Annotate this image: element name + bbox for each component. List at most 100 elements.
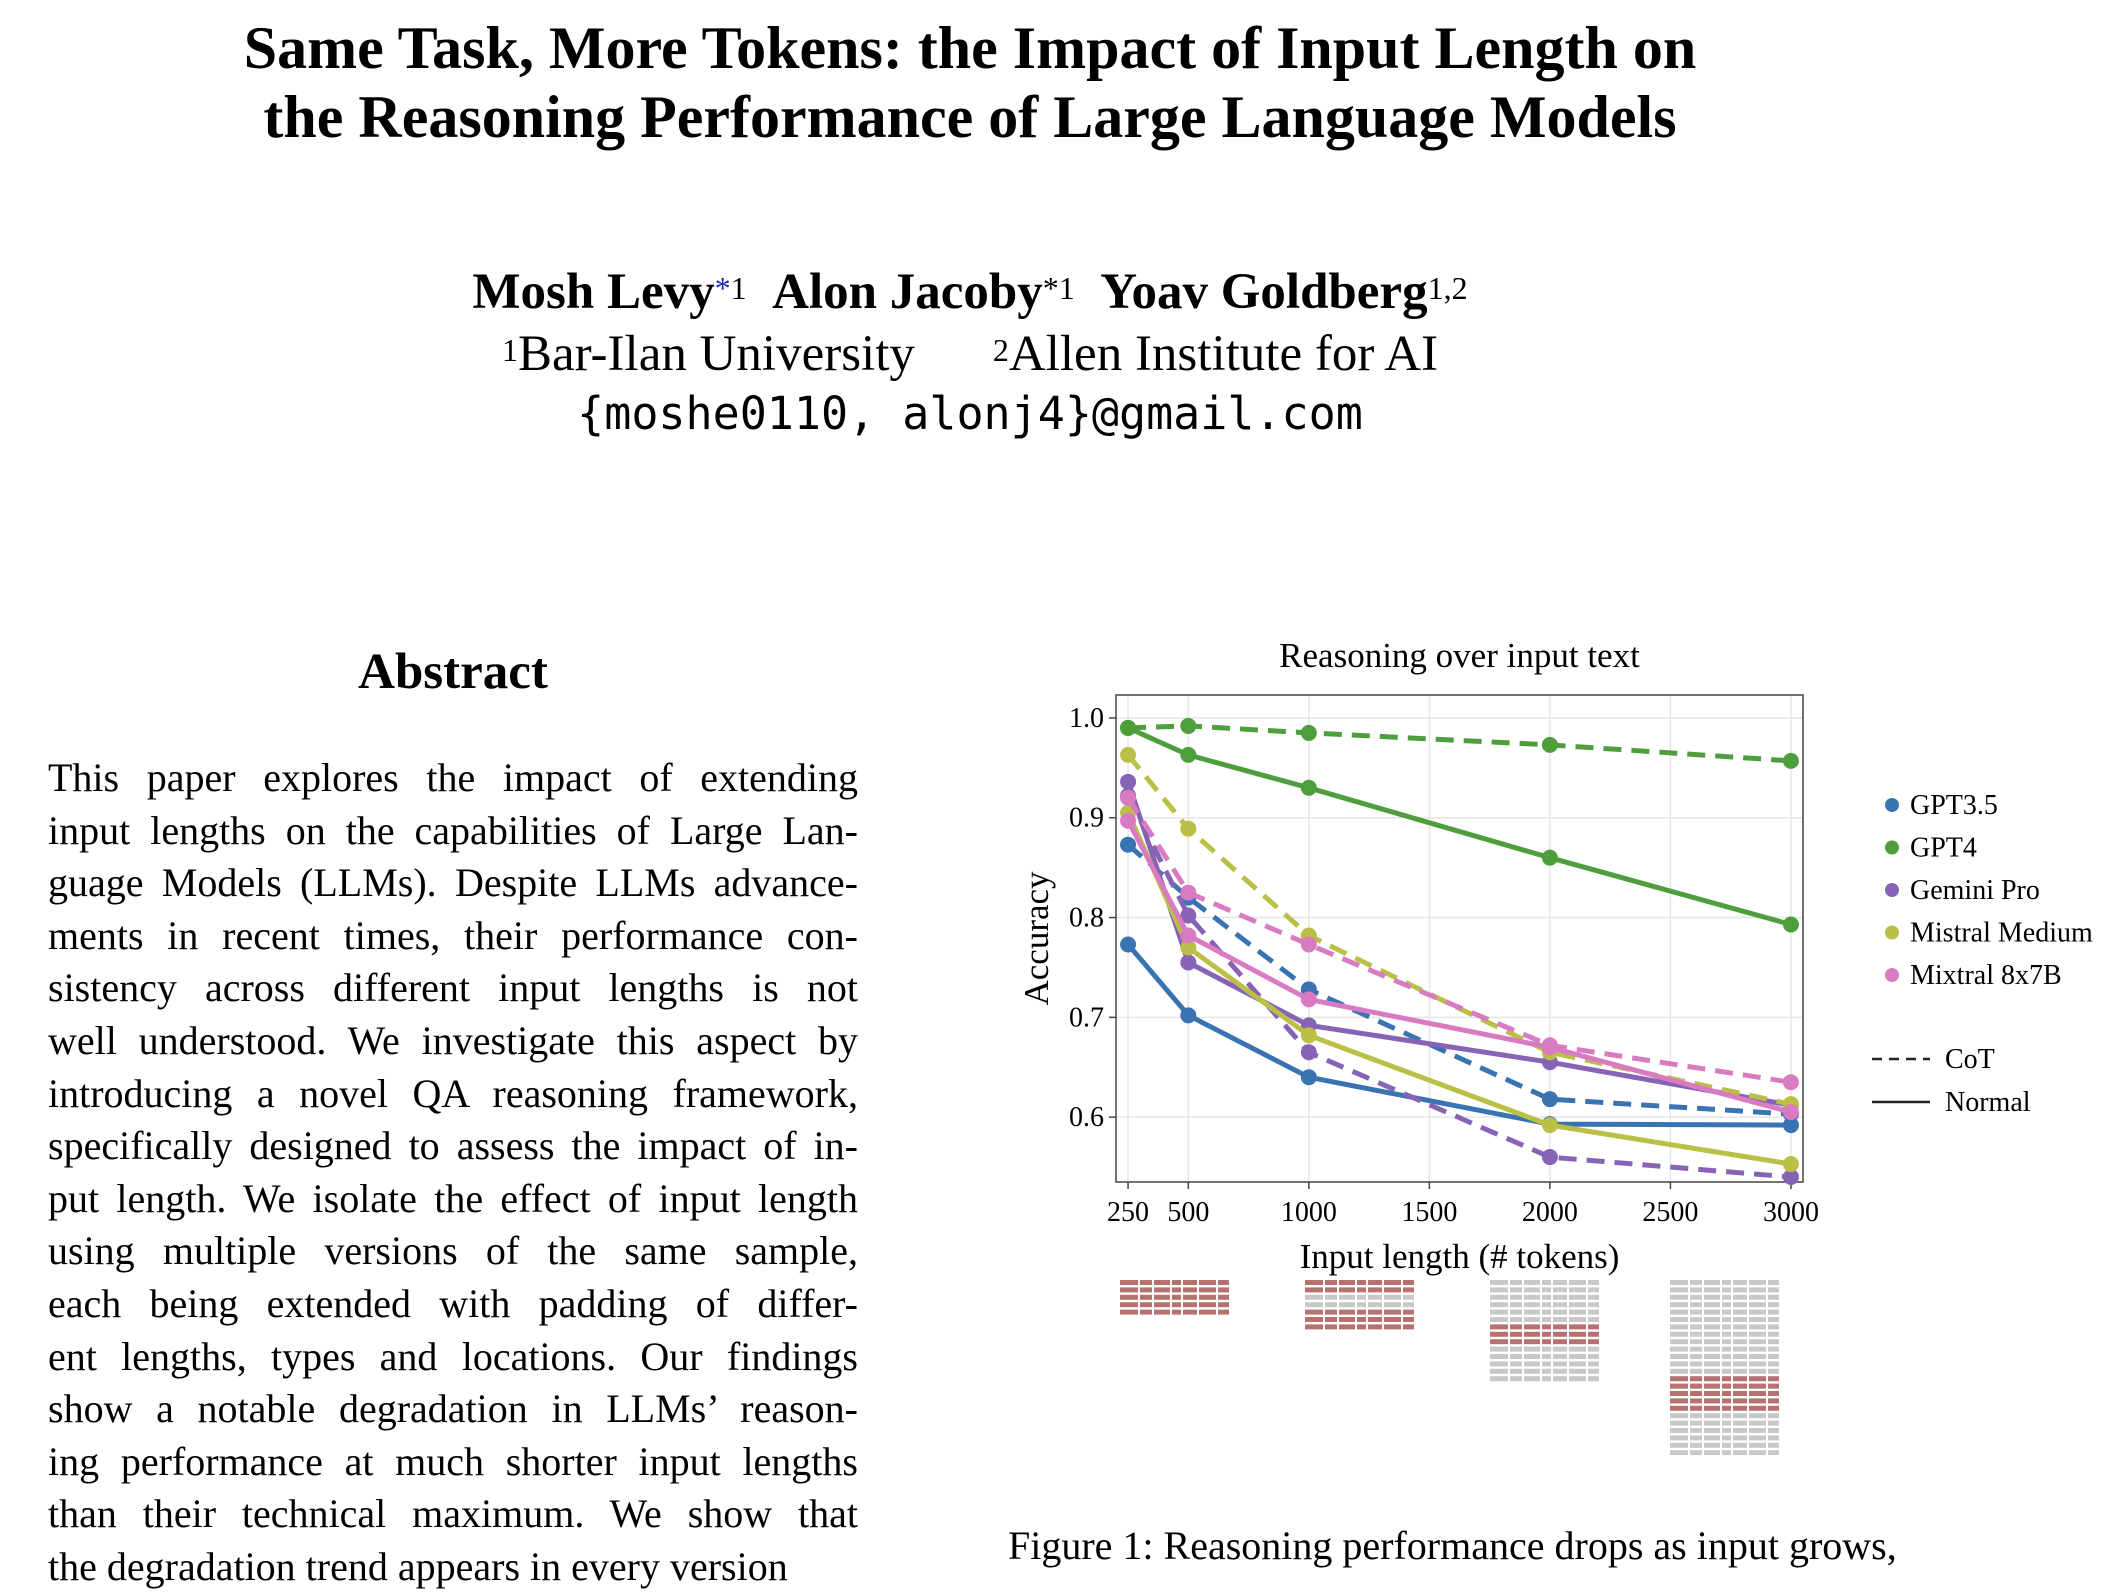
data-point-normal-gemini-pro — [1120, 773, 1137, 790]
padding-illustration-1000 — [1553, 1280, 1567, 1285]
series-line-cot-gpt4 — [1128, 723, 1792, 764]
author-mark: * — [1042, 270, 1059, 306]
padding-illustration-250 — [1218, 1302, 1229, 1308]
padding-illustration-500 — [1305, 1324, 1323, 1330]
padding-illustration-2000 — [1768, 1317, 1779, 1322]
padding-illustration-2000 — [1733, 1339, 1747, 1345]
padding-illustration-2000 — [1749, 1413, 1766, 1419]
padding-illustration-2000 — [1749, 1435, 1766, 1441]
padding-illustration-2000 — [1704, 1442, 1720, 1448]
padding-illustration-1000 — [1490, 1361, 1508, 1367]
padding-illustration-2000 — [1722, 1324, 1731, 1330]
abstract-line: ing performance at much shorter input le… — [48, 1438, 858, 1484]
padding-illustration-2000 — [1704, 1354, 1720, 1359]
padding-illustration-2000 — [1722, 1413, 1731, 1419]
padding-illustration-500 — [1357, 1317, 1366, 1322]
author-list: Mosh Levy*1 Alon Jacoby*1 Yoav Goldberg1… — [0, 262, 1940, 322]
y-tick-label: 0.8 — [1069, 903, 1104, 934]
legend-label: Mixtral 8x7B — [1910, 960, 2062, 991]
padding-illustration-2000 — [1749, 1339, 1766, 1345]
padding-illustration-1000 — [1553, 1368, 1567, 1374]
data-point-cot-gpt4 — [1300, 724, 1317, 741]
padding-illustration-250 — [1154, 1302, 1170, 1308]
padding-illustration-2000 — [1670, 1294, 1688, 1300]
padding-illustration-250 — [1199, 1287, 1216, 1293]
abstract-line: guage Models (LLMs). Despite LLMs advanc… — [48, 860, 858, 906]
padding-illustration-2000 — [1749, 1391, 1766, 1396]
data-point-cot-gpt4 — [1180, 717, 1197, 734]
padding-illustration-1000 — [1490, 1280, 1508, 1285]
padding-illustration-500 — [1368, 1302, 1382, 1308]
legend-label: Mistral Medium — [1910, 918, 2093, 949]
padding-illustration-500 — [1368, 1294, 1382, 1300]
padding-illustration-2000 — [1749, 1450, 1766, 1456]
padding-illustration-1000 — [1569, 1309, 1586, 1315]
padding-illustration-250 — [1172, 1302, 1181, 1308]
padding-illustration-1000 — [1490, 1324, 1508, 1330]
padding-illustration-500 — [1403, 1309, 1414, 1315]
author-email: {moshe0110, alonj4}@gmail.com — [577, 387, 1363, 440]
padding-illustration-1000 — [1553, 1354, 1567, 1359]
padding-illustration-250 — [1183, 1287, 1197, 1293]
padding-illustration-1000 — [1510, 1309, 1522, 1315]
data-point-normal-mixtral-8x7b — [1180, 927, 1197, 944]
padding-illustration-2000 — [1690, 1420, 1702, 1426]
padding-illustration-2000 — [1704, 1317, 1720, 1322]
author-name: Yoav Goldberg — [1100, 264, 1428, 320]
padding-illustration-2000 — [1768, 1391, 1779, 1396]
padding-illustration-2000 — [1722, 1391, 1731, 1396]
padding-illustration-2000 — [1733, 1302, 1747, 1308]
padding-illustration-2000 — [1733, 1331, 1747, 1337]
data-point-cot-gemini-pro — [1782, 1169, 1799, 1186]
padding-illustration-250 — [1154, 1309, 1170, 1315]
legend-marker — [1885, 968, 1899, 982]
padding-illustration-500 — [1339, 1324, 1355, 1330]
padding-illustration-2000 — [1690, 1339, 1702, 1345]
padding-illustration-2000 — [1722, 1405, 1731, 1411]
padding-illustration-250 — [1120, 1309, 1138, 1315]
abstract-line: each being extended with padding of diff… — [48, 1280, 858, 1326]
padding-illustration-1000 — [1588, 1324, 1599, 1330]
padding-illustration-2000 — [1670, 1391, 1688, 1396]
padding-illustration-2000 — [1722, 1361, 1731, 1367]
padding-illustration-1000 — [1588, 1361, 1599, 1367]
x-tick-label: 2500 — [1642, 1197, 1698, 1228]
padding-illustration-2000 — [1670, 1428, 1688, 1433]
padding-illustration-1000 — [1553, 1309, 1567, 1315]
padding-illustration-2000 — [1690, 1383, 1702, 1389]
padding-illustration-500 — [1368, 1287, 1382, 1293]
legend-label: GPT4 — [1910, 833, 1977, 864]
padding-illustration-2000 — [1768, 1339, 1779, 1345]
padding-illustration-1000 — [1524, 1287, 1540, 1293]
padding-illustration-250 — [1218, 1280, 1229, 1285]
legend-style-label: CoT — [1945, 1044, 1995, 1075]
padding-illustration-2000 — [1690, 1413, 1702, 1419]
padding-illustration-2000 — [1768, 1420, 1779, 1426]
padding-illustration-250 — [1154, 1280, 1170, 1285]
padding-illustration-1000 — [1524, 1280, 1540, 1285]
padding-illustration-2000 — [1670, 1346, 1688, 1352]
padding-illustration-1000 — [1490, 1317, 1508, 1322]
padding-illustration-1000 — [1542, 1280, 1551, 1285]
padding-illustration-2000 — [1768, 1413, 1779, 1419]
padding-illustration-1000 — [1510, 1376, 1522, 1382]
padding-illustration-2000 — [1733, 1294, 1747, 1300]
padding-illustration-1000 — [1588, 1309, 1599, 1315]
padding-illustration-2000 — [1690, 1398, 1702, 1404]
padding-illustration-250 — [1120, 1302, 1138, 1308]
padding-illustration-250 — [1183, 1309, 1197, 1315]
x-tick-label: 500 — [1167, 1197, 1209, 1228]
padding-illustration-2000 — [1749, 1376, 1766, 1382]
padding-illustration-2000 — [1768, 1287, 1779, 1293]
padding-illustration-2000 — [1670, 1413, 1688, 1419]
padding-illustration-2000 — [1704, 1339, 1720, 1345]
data-point-normal-gpt3-5 — [1300, 1069, 1317, 1086]
padding-illustration-2000 — [1768, 1324, 1779, 1330]
data-point-normal-mixtral-8x7b — [1782, 1104, 1799, 1121]
data-point-normal-gpt3-5 — [1782, 1117, 1799, 1134]
padding-illustration-500 — [1339, 1280, 1355, 1285]
author-affil-sup: 1 — [1058, 270, 1075, 306]
data-point-normal-mistral-medium — [1541, 1117, 1558, 1134]
padding-illustration-250 — [1183, 1302, 1197, 1308]
padding-illustration-500 — [1368, 1309, 1382, 1315]
